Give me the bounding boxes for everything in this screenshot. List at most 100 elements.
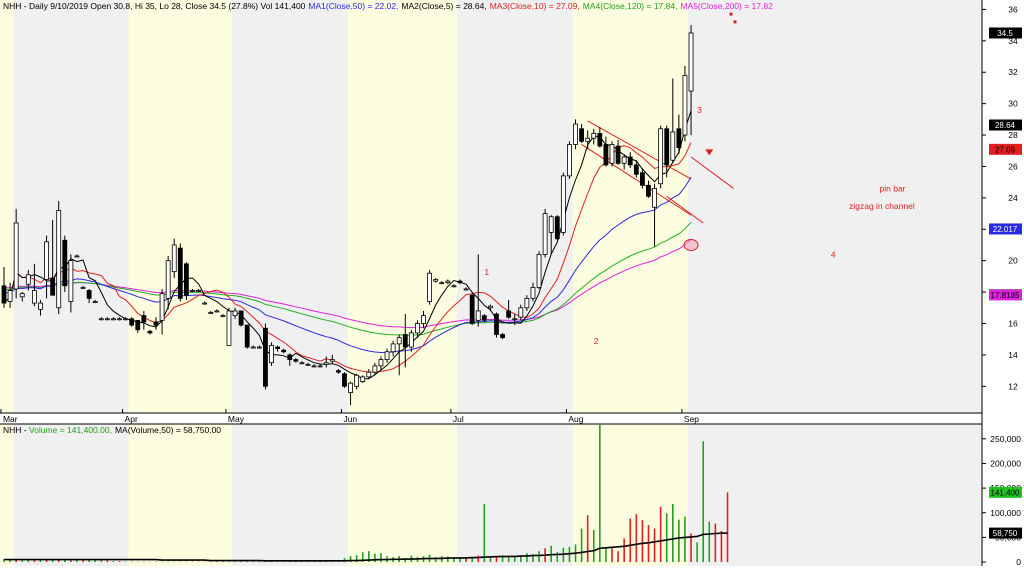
- channel-pointer-line: [666, 195, 704, 224]
- candle-body: [640, 172, 645, 186]
- candle-body: [196, 290, 201, 292]
- month-label: Aug: [568, 414, 583, 424]
- price-value-label: 28.64: [995, 121, 1016, 130]
- candle-body: [396, 337, 402, 345]
- candle-body: [536, 253, 542, 288]
- candle-body: [542, 213, 548, 255]
- channel-upper-line: [587, 120, 692, 180]
- volume-shade-band: [0, 424, 14, 566]
- volume-shade-band: [13, 424, 129, 566]
- candle-body: [518, 307, 524, 318]
- candle-body: [250, 346, 256, 349]
- candle-body: [500, 334, 505, 339]
- annotation-label: 4: [831, 250, 836, 260]
- pin-bar-circle: [683, 238, 699, 251]
- candle-body: [487, 305, 493, 309]
- candle-body: [92, 301, 98, 303]
- candle-body: [664, 128, 670, 166]
- candle-body: [360, 376, 366, 382]
- candle-body: [38, 302, 43, 310]
- annotation-label: 3: [697, 105, 702, 115]
- candle-body: [512, 318, 518, 321]
- volume-ma-line: [4, 532, 728, 562]
- candle-body: [402, 334, 408, 348]
- candle-body: [165, 260, 171, 299]
- candle-body: [335, 370, 341, 373]
- candle-body: [281, 349, 287, 353]
- price-tick-label: 20: [1008, 256, 1018, 266]
- price-tick-label: 32: [1008, 67, 1018, 77]
- candle-body: [342, 373, 347, 387]
- candle-body: [171, 244, 177, 273]
- price-tick-label: 34: [1008, 36, 1018, 46]
- candle-body: [573, 123, 578, 145]
- ma5-line: [4, 239, 692, 329]
- candle-body: [615, 145, 621, 164]
- price-tick-label: 12: [1008, 381, 1018, 391]
- price-shade-band: [0, 0, 14, 413]
- volume-ma-legend: MA(Volume,50) = 58,750.00: [114, 425, 222, 435]
- axes: 1214161820222426283032343634.528.6427.09…: [0, 4, 1022, 567]
- month-label: Jul: [453, 414, 464, 424]
- candle-body: [104, 318, 110, 321]
- ma5-legend: MA5(Close,200) = 17.82: [680, 1, 773, 11]
- volume-tick-label: 100,000: [990, 508, 1021, 518]
- candle-body: [244, 324, 250, 348]
- volume-value-tag: [989, 527, 1022, 539]
- volume-ma: [4, 532, 728, 562]
- price-shade-band: [232, 0, 348, 413]
- candle-body: [86, 290, 92, 299]
- candle-body: [135, 319, 141, 331]
- volume-shade-band: [456, 424, 573, 566]
- candle-body: [13, 222, 19, 290]
- annotation-label: 2: [594, 336, 599, 346]
- candle-body: [670, 131, 676, 161]
- candle-body: [609, 144, 615, 164]
- candle-body: [123, 318, 128, 321]
- candle-body: [74, 255, 80, 258]
- volume-tick-label: 250,000: [990, 434, 1021, 444]
- candle-body: [646, 184, 651, 197]
- candle-body: [117, 318, 122, 321]
- candle-body: [269, 345, 274, 364]
- candle-body: [475, 310, 481, 321]
- candle-body: [603, 144, 609, 166]
- candle-body: [548, 216, 554, 233]
- volume-shade-band: [688, 424, 982, 566]
- price-value-tag: [989, 119, 1022, 131]
- month-label: May: [228, 414, 245, 424]
- ticker-summary: NHH - Daily 9/10/2019 Open 30.8, Hi 35, …: [3, 1, 306, 11]
- candle-body: [329, 359, 335, 362]
- price-shade-band: [572, 0, 688, 413]
- month-label: Sep: [684, 414, 699, 424]
- price-value-label: 27.09: [995, 145, 1016, 154]
- volume-shade-band: [128, 424, 232, 566]
- candle-body: [530, 286, 536, 299]
- candle-body: [554, 216, 560, 240]
- channel-lower-line: [581, 144, 692, 216]
- candle-body: [275, 346, 281, 350]
- candle-body: [415, 323, 420, 334]
- candle-body: [7, 290, 13, 302]
- candle-body: [463, 288, 469, 291]
- candle-body: [98, 318, 104, 321]
- moving-averages: [3, 110, 692, 380]
- price-tick-label: 30: [1008, 99, 1018, 109]
- candle-body: [451, 285, 457, 288]
- ma3-legend: MA3(Close,10) = 27.09,: [489, 1, 580, 11]
- candle-body: [621, 156, 627, 164]
- candle-body: [433, 279, 439, 282]
- candle-body: [457, 280, 463, 284]
- price-tick-label: 24: [1008, 193, 1018, 203]
- candle-body: [111, 318, 116, 321]
- candle-body: [439, 282, 445, 285]
- candle-body: [129, 318, 135, 326]
- candle-body: [481, 315, 487, 321]
- candle-body: [676, 128, 682, 149]
- price-value-tag: [989, 27, 1022, 39]
- month-label: Jun: [343, 414, 357, 424]
- price-value-label: 17.8185: [991, 291, 1020, 300]
- price-tick-label: 28: [1008, 130, 1018, 140]
- candle-body: [293, 359, 299, 362]
